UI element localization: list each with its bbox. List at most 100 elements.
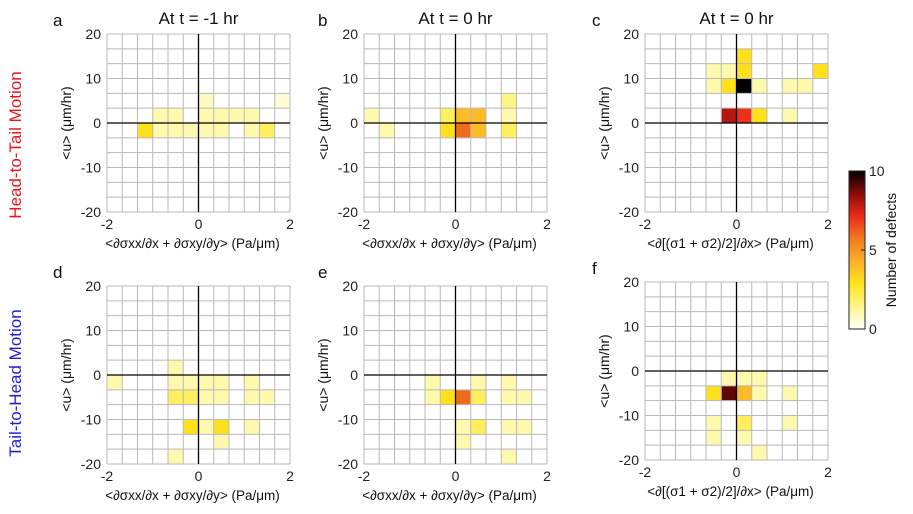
panel-letter: a — [53, 11, 63, 30]
x-tick-label: -2 — [358, 216, 371, 232]
x-tick-label: 0 — [733, 464, 741, 480]
y-tick-label: 10 — [342, 71, 358, 87]
heatmap-cell — [736, 385, 752, 401]
y-tick-label: 10 — [623, 71, 639, 87]
y-tick-label: -10 — [619, 160, 639, 176]
heatmap-cell — [516, 419, 532, 435]
heatmap-cell — [168, 449, 184, 464]
heatmap-cell — [751, 371, 767, 386]
heatmap-cell — [751, 445, 767, 460]
heatmap-cell — [440, 123, 456, 138]
heatmap-cell — [244, 389, 260, 405]
heatmap-cell — [152, 108, 168, 123]
heatmap-cell — [183, 389, 199, 405]
heatmap-cell — [706, 78, 722, 94]
y-axis-label: <u> (μm/hr) — [58, 86, 74, 159]
heatmap-cell — [736, 415, 752, 431]
heatmap-cell — [501, 389, 517, 405]
heatmap-cell — [501, 93, 517, 109]
heatmap-cell — [198, 389, 214, 405]
heatmap-cell — [168, 389, 184, 405]
heatmap-cell — [721, 108, 737, 123]
heatmap-cell — [274, 93, 290, 109]
panel-title: At t = -1 hr — [159, 9, 239, 28]
row-label-tail-to-head: Tail-to-Head Motion — [6, 309, 25, 456]
y-tick-label: -20 — [338, 456, 358, 472]
heatmap-cell — [168, 360, 184, 375]
colorbar-label: Number of defects — [883, 193, 899, 307]
heatmap-cell — [782, 78, 798, 94]
y-tick-label: -10 — [619, 408, 639, 424]
heatmap-cell — [213, 375, 229, 390]
panel-letter: e — [318, 263, 327, 282]
heatmap-cell — [706, 385, 722, 401]
x-axis-label: <∂[(σ1 + σ2)/2]/∂x> (Pa/μm) — [647, 484, 813, 499]
colorbar-tick-label: 0 — [869, 321, 877, 337]
y-tick-label: 0 — [93, 115, 101, 131]
heatmap-cell — [736, 430, 752, 446]
y-tick-label: 20 — [85, 26, 101, 42]
heatmap-cell — [213, 108, 229, 123]
heatmap-cell — [721, 385, 737, 401]
y-tick-label: -10 — [81, 412, 101, 428]
heatmap-cell — [706, 415, 722, 431]
x-tick-label: 0 — [195, 216, 203, 232]
heatmap-cell — [501, 123, 517, 138]
y-axis-label: <u> (μm/hr) — [596, 86, 612, 159]
heatmap-cell — [198, 93, 214, 109]
heatmap-cell — [736, 78, 752, 94]
heatmap-cell — [183, 375, 199, 390]
x-tick-label: 2 — [543, 468, 551, 484]
heatmap-cell — [213, 389, 229, 405]
panel-letter: b — [318, 11, 327, 30]
panel-letter: f — [592, 259, 597, 278]
y-tick-label: -20 — [81, 456, 101, 472]
x-tick-label: 2 — [286, 216, 294, 232]
heatmap-cell — [721, 78, 737, 94]
y-tick-label: 0 — [93, 367, 101, 383]
heatmap-cell — [244, 419, 260, 435]
heatmap-cell — [706, 430, 722, 446]
heatmap-cell — [516, 389, 532, 405]
heatmap-cell — [425, 389, 441, 405]
y-axis-label: <u> (μm/hr) — [315, 86, 331, 159]
colorbar-tick-label: 5 — [869, 242, 877, 258]
heatmap-cell — [470, 123, 486, 138]
heatmap-cell — [455, 123, 471, 138]
heatmap-cell — [455, 108, 471, 123]
heatmap-cell — [501, 108, 517, 123]
heatmap-cell — [782, 108, 798, 123]
y-tick-label: -20 — [338, 204, 358, 220]
heatmap-cell — [751, 108, 767, 123]
heatmap-cell — [782, 415, 798, 431]
panel-letter: c — [592, 11, 601, 30]
x-tick-label: 2 — [824, 216, 832, 232]
x-axis-label: <∂σxx/∂x + ∂σxy/∂y> (Pa/μm) — [105, 488, 280, 503]
heatmap-cell — [244, 375, 260, 390]
x-axis-label: <∂σxx/∂x + ∂σxy/∂y> (Pa/μm) — [362, 236, 537, 251]
row-label-head-to-tail: Head-to-Tail Motion — [6, 71, 25, 218]
heatmap-cell — [259, 389, 275, 405]
heatmap-cell — [470, 389, 486, 405]
x-tick-label: 0 — [733, 216, 741, 232]
panel-title: At t = 0 hr — [418, 9, 493, 28]
heatmap-cell — [440, 108, 456, 123]
heatmap-cell — [470, 419, 486, 435]
y-tick-label: 0 — [350, 115, 358, 131]
y-tick-label: 0 — [350, 367, 358, 383]
heatmap-cell — [470, 108, 486, 123]
y-axis-label: <u> (μm/hr) — [596, 334, 612, 407]
heatmap-cell — [198, 419, 214, 435]
x-tick-label: 0 — [195, 468, 203, 484]
heatmap-cell — [797, 78, 813, 94]
heatmap-cell — [183, 123, 199, 138]
heatmap-cell — [706, 63, 722, 79]
y-axis-label: <u> (μm/hr) — [315, 338, 331, 411]
heatmap-cell — [721, 371, 737, 386]
heatmap-cell — [168, 123, 184, 138]
y-tick-label: 20 — [342, 26, 358, 42]
heatmap-cell — [736, 371, 752, 386]
